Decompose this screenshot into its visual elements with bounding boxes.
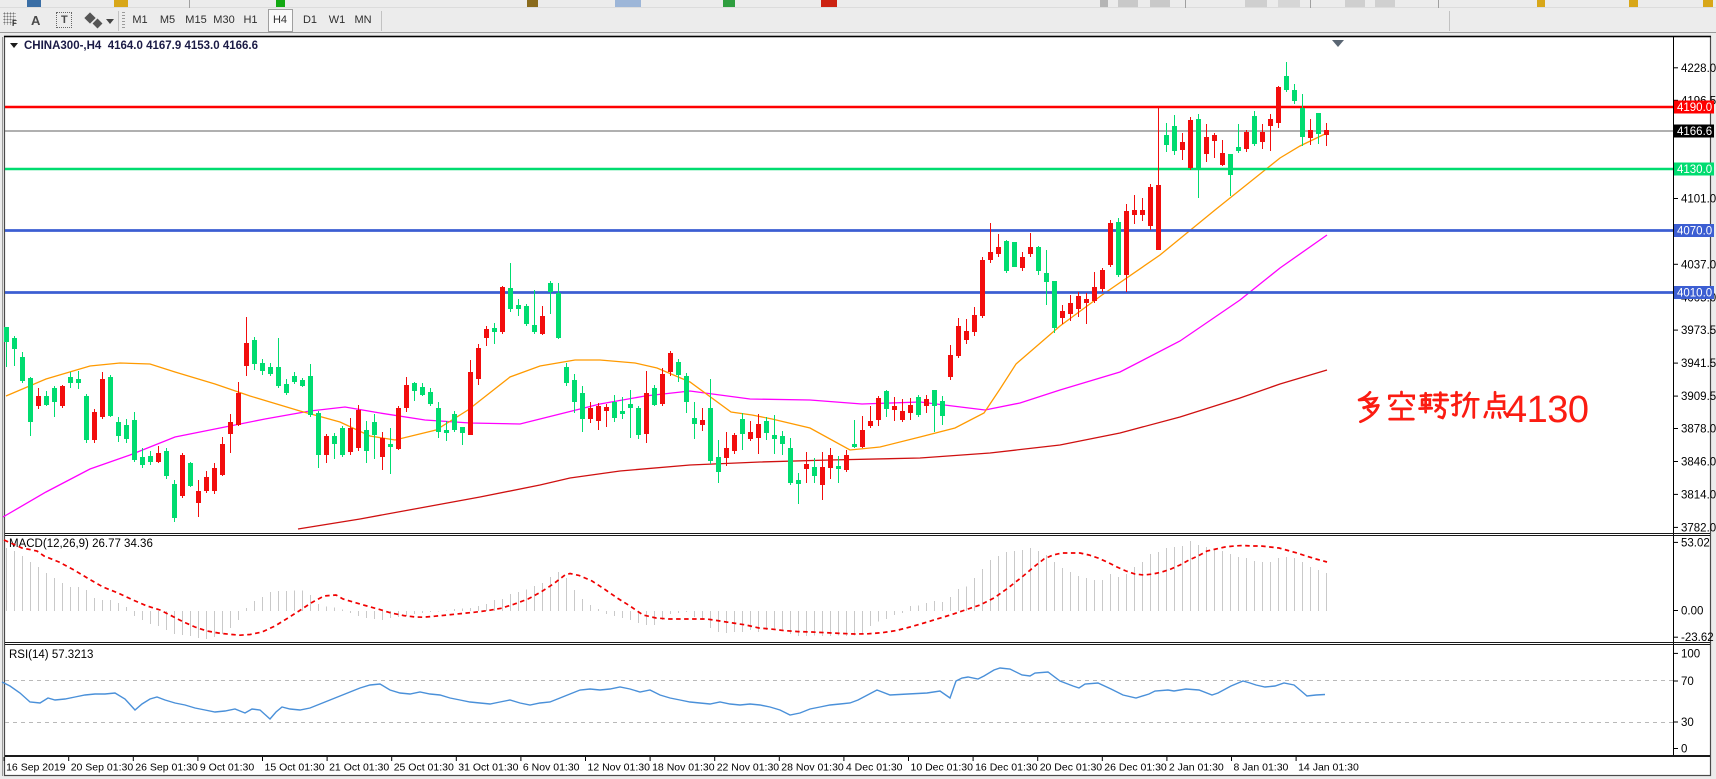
svg-text:26 Dec 01:30: 26 Dec 01:30: [1104, 762, 1167, 774]
svg-text:4130: 4130: [1506, 389, 1589, 431]
svg-text:MACD(12,26,9) 26.77 34.36: MACD(12,26,9) 26.77 34.36: [9, 538, 153, 550]
svg-text:20 Dec 01:30: 20 Dec 01:30: [1040, 762, 1103, 774]
svg-text:4101.0: 4101.0: [1681, 194, 1716, 206]
svg-text:100: 100: [1681, 648, 1700, 660]
svg-text:0: 0: [1681, 744, 1687, 756]
svg-text:53.02: 53.02: [1681, 537, 1710, 549]
svg-text:18 Nov 01:30: 18 Nov 01:30: [652, 762, 715, 774]
svg-text:3973.5: 3973.5: [1681, 325, 1716, 337]
svg-text:26 Sep 01:30: 26 Sep 01:30: [135, 762, 198, 774]
svg-text:9 Oct 01:30: 9 Oct 01:30: [200, 762, 254, 774]
svg-text:16 Dec 01:30: 16 Dec 01:30: [975, 762, 1038, 774]
svg-text:4190.0: 4190.0: [1677, 102, 1712, 114]
svg-text:10 Dec 01:30: 10 Dec 01:30: [911, 762, 974, 774]
svg-text:3909.5: 3909.5: [1681, 391, 1716, 403]
svg-text:70: 70: [1681, 676, 1694, 688]
svg-text:3782.0: 3782.0: [1681, 522, 1716, 534]
svg-text:CHINA300-,H4 4164.0 4167.9 41: CHINA300-,H4 4164.0 4167.9 4153.0 4166.6: [24, 40, 258, 52]
svg-text:30: 30: [1681, 717, 1694, 729]
svg-text:4228.0: 4228.0: [1681, 63, 1716, 75]
svg-text:16 Sep 2019: 16 Sep 2019: [6, 762, 66, 774]
svg-text:20 Sep 01:30: 20 Sep 01:30: [71, 762, 134, 774]
svg-text:4 Dec 01:30: 4 Dec 01:30: [846, 762, 903, 774]
svg-text:15 Oct 01:30: 15 Oct 01:30: [265, 762, 325, 774]
svg-text:2 Jan 01:30: 2 Jan 01:30: [1169, 762, 1224, 774]
svg-text:3846.0: 3846.0: [1681, 457, 1716, 469]
svg-text:3941.5: 3941.5: [1681, 358, 1716, 370]
svg-text:4166.6: 4166.6: [1677, 126, 1712, 138]
svg-text:6 Nov 01:30: 6 Nov 01:30: [523, 762, 580, 774]
svg-text:3814.0: 3814.0: [1681, 489, 1716, 501]
svg-text:14 Jan 01:30: 14 Jan 01:30: [1298, 762, 1359, 774]
svg-text:RSI(14) 57.3213: RSI(14) 57.3213: [9, 649, 93, 661]
svg-text:8 Jan 01:30: 8 Jan 01:30: [1234, 762, 1289, 774]
svg-text:22 Nov 01:30: 22 Nov 01:30: [717, 762, 780, 774]
svg-text:21 Oct 01:30: 21 Oct 01:30: [329, 762, 389, 774]
svg-text:4010.0: 4010.0: [1677, 288, 1712, 300]
svg-text:0.00: 0.00: [1681, 606, 1703, 618]
svg-text:25 Oct 01:30: 25 Oct 01:30: [394, 762, 454, 774]
svg-text:4037.0: 4037.0: [1681, 259, 1716, 271]
svg-text:28 Nov 01:30: 28 Nov 01:30: [781, 762, 844, 774]
svg-text:31 Oct 01:30: 31 Oct 01:30: [458, 762, 518, 774]
svg-text:4130.0: 4130.0: [1677, 164, 1712, 176]
svg-text:12 Nov 01:30: 12 Nov 01:30: [588, 762, 651, 774]
svg-text:3878.0: 3878.0: [1681, 424, 1716, 436]
svg-text:4070.0: 4070.0: [1677, 226, 1712, 238]
svg-text:-23.62: -23.62: [1681, 632, 1714, 644]
